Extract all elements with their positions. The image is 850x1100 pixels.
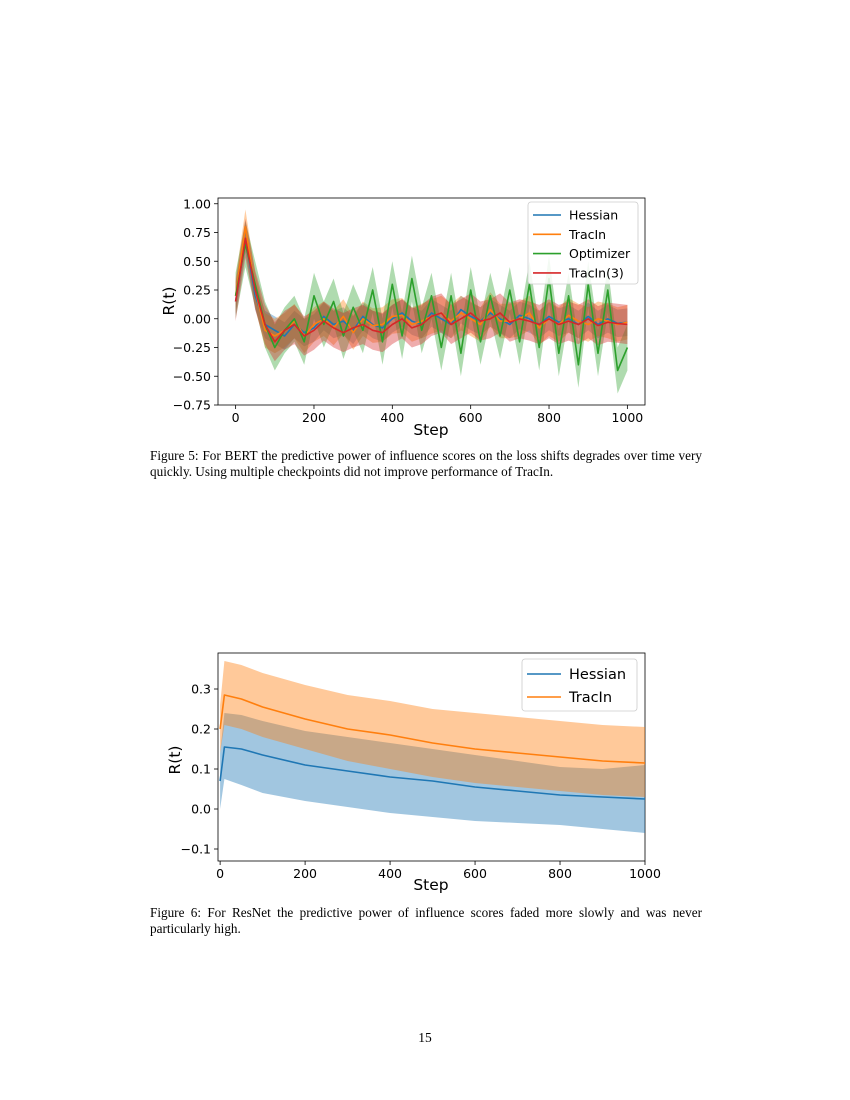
chart1-x-ticks: 0 200 400 600 800 1000	[232, 405, 643, 425]
y-tick-label: −0.75	[173, 398, 211, 413]
series-line-optimizer	[234, 243, 629, 372]
y-tick-label: 0.25	[183, 283, 211, 298]
x-tick-label: 400	[378, 866, 402, 881]
x-tick-label: 400	[380, 410, 404, 425]
chart2-y-axis-label: R(t)	[166, 746, 184, 775]
y-tick-label: 0.00	[183, 311, 211, 326]
x-tick-label: 800	[548, 866, 572, 881]
x-tick-label: 200	[302, 410, 326, 425]
y-tick-label: 0.75	[183, 225, 211, 240]
series-line-hessian	[219, 746, 646, 800]
band-tracin	[235, 209, 628, 354]
x-tick-label: 1000	[611, 410, 643, 425]
chart2-bands	[220, 661, 645, 833]
band-tracin	[220, 661, 645, 797]
figure-5-caption: Figure 5: For BERT the predictive power …	[150, 448, 702, 479]
x-tick-label: 0	[232, 410, 240, 425]
y-tick-label: 1.00	[183, 196, 211, 211]
figure-6-caption: Figure 6: For ResNet the predictive powe…	[150, 905, 702, 936]
y-tick-label: −0.25	[173, 340, 211, 355]
series-line-tracin	[219, 694, 646, 764]
y-tick-label: 0.2	[191, 722, 211, 737]
y-tick-label: 0.50	[183, 254, 211, 269]
series-line-tracin-3-	[234, 237, 628, 343]
chart1-y-ticks: −0.75 −0.50 −0.25 0.00 0.25 0.50 0.75 1.00	[173, 196, 218, 413]
y-tick-label: 0.0	[191, 802, 211, 817]
chart1-legend-box	[527, 201, 639, 285]
chart1-y-axis-label: R(t)	[160, 287, 178, 316]
y-tick-label: 0.1	[191, 762, 211, 777]
legend-label: TracIn	[568, 227, 606, 242]
figure-6-chart: 0 200 400 600 800 1000 −0.10.00.10.20.3 Step …	[166, 652, 661, 894]
legend-label: TracIn	[568, 690, 612, 706]
y-tick-label: −0.50	[173, 369, 211, 384]
chart1-lines	[234, 226, 629, 372]
chart2-y-ticks: −0.1 0.0 0.1 0.2 0.3	[181, 682, 218, 857]
y-tick-label: −0.1	[181, 842, 211, 857]
band-hessian	[220, 713, 645, 833]
chart2-legend-box	[521, 658, 638, 712]
chart1-legend: Hessian TracIn Optimizer TracIn(3)	[527, 201, 639, 285]
figure-5-chart: 0 200 400 600 800 1000 −0.75 −0.50 −0.25 0.00 0.2…	[160, 196, 646, 439]
chart2-x-ticks: 0 200 400 600 800 1000	[216, 861, 661, 881]
legend-label: Hessian	[569, 208, 618, 223]
legend-label: Optimizer	[569, 246, 631, 261]
band-tracin-3-	[235, 218, 628, 362]
chart2-x-axis-label: Step	[413, 876, 448, 894]
legend-label: TracIn(3)	[568, 265, 624, 280]
chart2-legend: Hessian TracIn	[521, 658, 638, 712]
page-number: 15	[418, 1030, 432, 1045]
x-tick-label: 200	[293, 866, 317, 881]
x-tick-label: 800	[537, 410, 561, 425]
x-tick-label: 600	[459, 410, 483, 425]
chart1-x-axis-label: Step	[413, 421, 448, 439]
x-tick-label: 600	[463, 866, 487, 881]
chart2-lines	[219, 694, 646, 800]
x-tick-label: 1000	[629, 866, 661, 881]
y-tick-label: 0.3	[191, 682, 211, 697]
x-tick-label: 0	[216, 866, 224, 881]
legend-label: Hessian	[569, 667, 626, 683]
